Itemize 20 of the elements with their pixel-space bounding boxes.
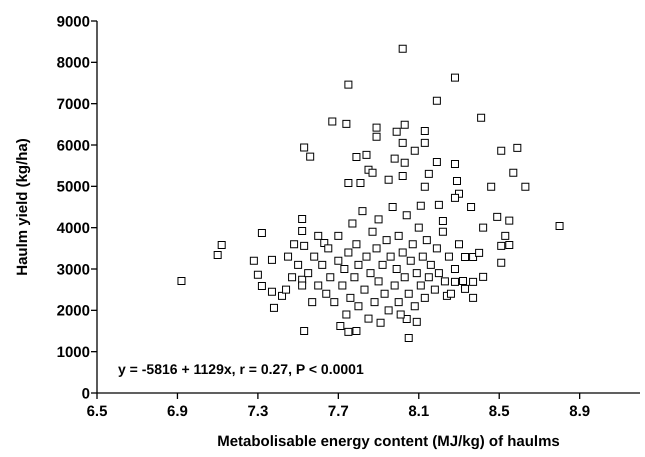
y-tick-label: 6000 bbox=[56, 137, 90, 154]
y-tick-label: 0 bbox=[82, 385, 90, 402]
x-tick-label: 8.9 bbox=[569, 403, 590, 420]
x-tick-label: 7.7 bbox=[328, 403, 349, 420]
x-tick-label: 7.3 bbox=[247, 403, 268, 420]
x-tick-label: 8.1 bbox=[408, 403, 430, 420]
y-tick-label: 2000 bbox=[56, 302, 90, 320]
y-tick-label: 4000 bbox=[56, 220, 90, 237]
annotation: y = -5816 + 1129x, r = 0.27, P < 0.0001 bbox=[118, 361, 364, 377]
y-tick-label: 7000 bbox=[56, 96, 90, 113]
x-axis-title: Metabolisable energy content (MJ/kg) of haulms bbox=[217, 433, 560, 450]
y-tick-label: 8000 bbox=[56, 54, 90, 72]
y-axis-title: Haulm yield (kg/ha) bbox=[14, 138, 31, 276]
x-tick-label: 6.9 bbox=[167, 403, 188, 420]
x-tick-label: 8.5 bbox=[488, 403, 510, 420]
y-tick-label: 1000 bbox=[56, 344, 90, 361]
x-tick-label: 6.5 bbox=[86, 403, 108, 420]
y-tick-label: 5000 bbox=[56, 178, 90, 196]
y-tick-label: 3000 bbox=[56, 261, 90, 278]
y-tick-label: 9000 bbox=[56, 13, 90, 30]
